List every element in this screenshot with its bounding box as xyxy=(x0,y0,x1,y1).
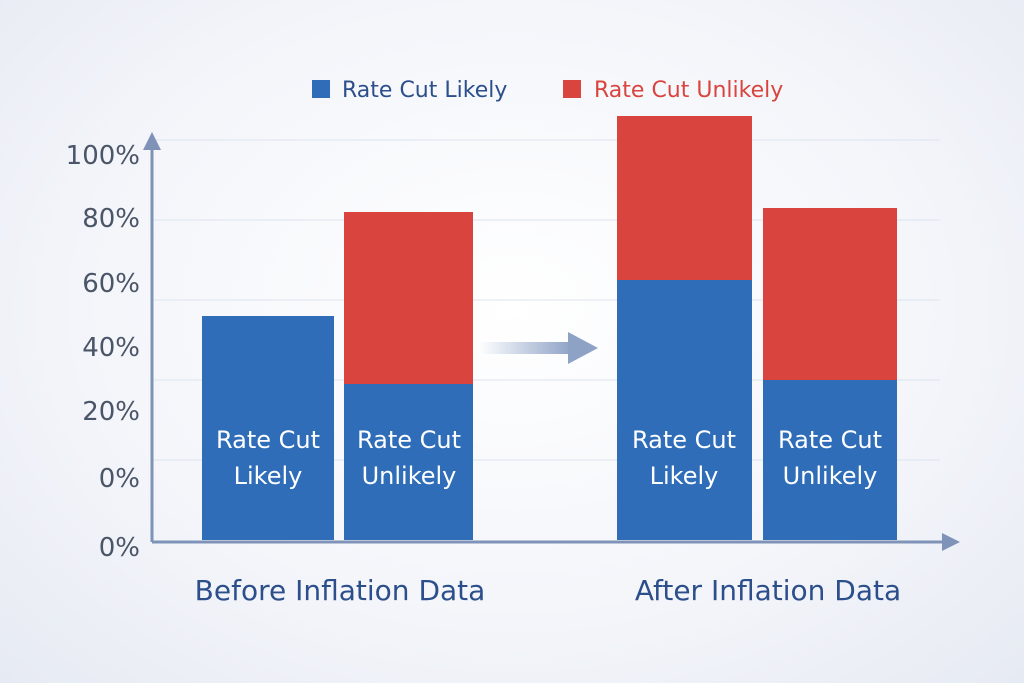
bar-label-line: Rate Cut xyxy=(357,426,461,454)
y-tick-label: 20% xyxy=(82,397,140,427)
bar-label-line: Likely xyxy=(234,462,303,490)
y-tick-label: 0% xyxy=(99,464,140,494)
group-label-after: After Inflation Data xyxy=(635,574,901,607)
legend-label-likely: Rate Cut Likely xyxy=(342,78,507,103)
bar-label-line: Unlikely xyxy=(783,462,878,490)
bar-segment-unlikely xyxy=(344,212,473,384)
bar-segment-likely xyxy=(763,380,897,540)
axes xyxy=(143,132,960,551)
y-tick-label: 100% xyxy=(66,141,140,171)
group-label-before: Before Inflation Data xyxy=(195,574,486,607)
bar-labels: Rate Cut Likely Rate Cut Unlikely Rate C… xyxy=(216,426,882,490)
bar-segment-unlikely xyxy=(763,208,897,380)
x-axis-arrow-icon xyxy=(942,533,960,551)
transition-arrow-icon xyxy=(480,332,598,364)
y-tick-label: 0% xyxy=(99,533,140,563)
y-tick-label: 60% xyxy=(82,269,140,299)
bar-label-line: Rate Cut xyxy=(778,426,882,454)
bar-segment-likely xyxy=(202,316,334,540)
y-tick-label: 40% xyxy=(82,333,140,363)
bar-label-line: Unlikely xyxy=(362,462,457,490)
legend-label-unlikely: Rate Cut Unlikely xyxy=(594,78,783,103)
legend-swatch-likely xyxy=(312,80,330,98)
legend-swatch-unlikely xyxy=(563,80,581,98)
bar-segment-likely xyxy=(617,280,752,540)
y-axis-ticks: 100% 80% 60% 40% 20% 0% 0% xyxy=(66,141,140,563)
bar-label-line: Rate Cut xyxy=(632,426,736,454)
y-axis-arrow-icon xyxy=(143,132,161,150)
bars xyxy=(202,116,897,540)
bar-segment-likely xyxy=(344,384,473,540)
bar-segment-unlikely xyxy=(617,116,752,280)
legend: Rate Cut Likely Rate Cut Unlikely xyxy=(312,78,783,103)
y-tick-label: 80% xyxy=(82,204,140,234)
bar-label-line: Rate Cut xyxy=(216,426,320,454)
bar-label-line: Likely xyxy=(650,462,719,490)
